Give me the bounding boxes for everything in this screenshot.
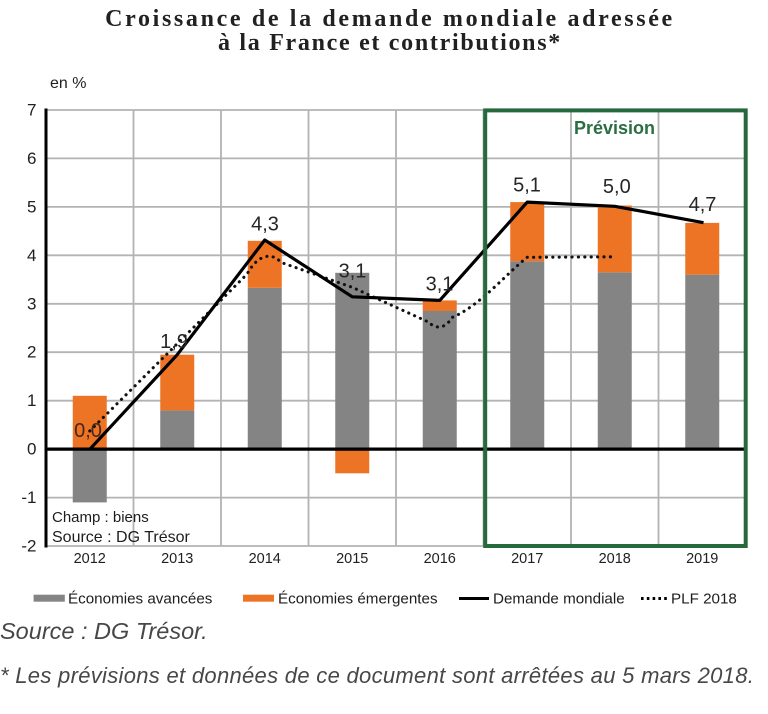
svg-text:4,3: 4,3 xyxy=(251,214,279,236)
svg-text:Économies émergentes: Économies émergentes xyxy=(278,591,438,608)
svg-text:3,1: 3,1 xyxy=(339,261,367,283)
svg-text:7: 7 xyxy=(27,101,36,120)
svg-text:5,0: 5,0 xyxy=(603,176,631,198)
svg-text:2013: 2013 xyxy=(161,551,193,567)
svg-text:en %: en % xyxy=(50,75,86,92)
svg-text:2017: 2017 xyxy=(511,551,543,567)
svg-text:2018: 2018 xyxy=(599,551,631,567)
svg-text:2016: 2016 xyxy=(424,551,456,567)
svg-text:5: 5 xyxy=(27,197,36,216)
svg-text:5,1: 5,1 xyxy=(513,174,541,196)
svg-text:Champ : biens: Champ : biens xyxy=(52,509,149,526)
svg-text:3: 3 xyxy=(27,294,36,313)
svg-text:0,0: 0,0 xyxy=(74,420,102,442)
svg-text:1: 1 xyxy=(27,391,36,410)
svg-text:6: 6 xyxy=(27,149,36,168)
svg-text:Demande mondiale: Demande mondiale xyxy=(493,591,625,608)
svg-text:Source : DG Trésor: Source : DG Trésor xyxy=(52,529,190,546)
svg-text:2019: 2019 xyxy=(686,551,718,567)
svg-text:-1: -1 xyxy=(21,488,36,507)
svg-text:2012: 2012 xyxy=(74,551,106,567)
svg-text:PLF 2018: PLF 2018 xyxy=(671,591,737,608)
svg-text:Économies avancées: Économies avancées xyxy=(68,591,213,608)
svg-text:2: 2 xyxy=(27,343,36,362)
svg-text:0: 0 xyxy=(27,440,36,459)
svg-text:2014: 2014 xyxy=(249,551,281,567)
svg-text:3,1: 3,1 xyxy=(426,274,454,296)
svg-text:4: 4 xyxy=(27,246,36,265)
svg-text:Prévision: Prévision xyxy=(574,118,655,138)
svg-text:-2: -2 xyxy=(21,537,36,556)
svg-text:1,9: 1,9 xyxy=(160,331,188,353)
svg-text:2015: 2015 xyxy=(336,551,368,567)
svg-text:4,7: 4,7 xyxy=(689,194,717,216)
